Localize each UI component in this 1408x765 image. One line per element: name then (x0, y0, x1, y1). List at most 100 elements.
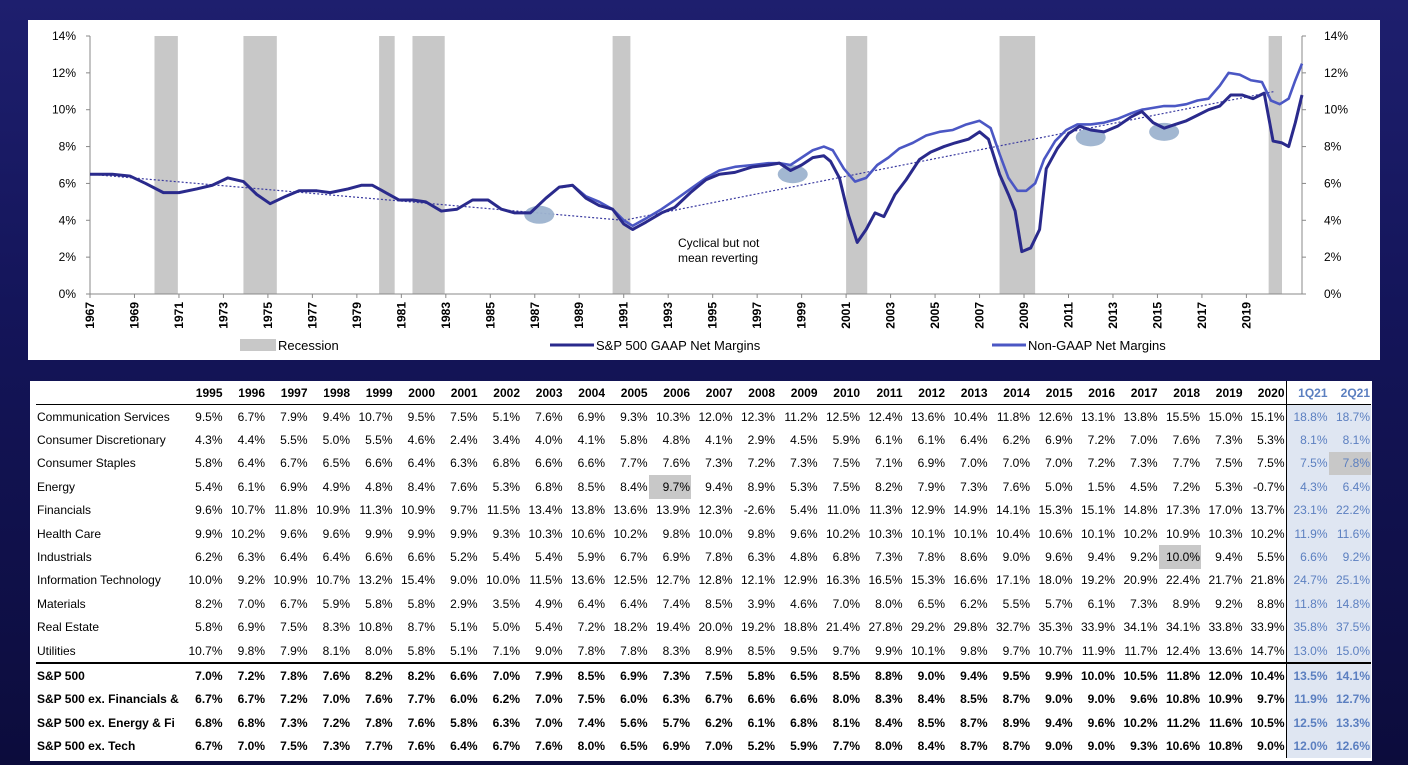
margin-cell: 5.6% (620, 715, 648, 730)
margin-cell: 13.4% (528, 503, 563, 518)
margin-cell: 11.7% (1124, 643, 1158, 658)
x-tick-label: 1999 (795, 302, 809, 329)
y-tick-label-left: 4% (59, 213, 77, 227)
margin-cell: 12.7% (1328, 687, 1371, 712)
margin-cell: 7.6% (535, 739, 563, 754)
margin-cell: 7.3% (790, 456, 818, 471)
margin-cell: 5.9% (790, 739, 818, 754)
margin-cell: 6.1% (1087, 596, 1115, 611)
margin-cell: -2.6% (743, 503, 775, 518)
margin-cell: 9.6% (322, 526, 350, 541)
margin-cell: 4.6% (407, 433, 435, 448)
margin-cell: 6.6% (436, 662, 479, 688)
margin-cell: 6.9% (280, 479, 308, 494)
margin-cell: 12.6% (1328, 734, 1371, 758)
x-tick-label: 2003 (884, 302, 898, 329)
column-header: 2003 (521, 381, 564, 405)
sector-margins-table: 1995 1996 1997 1998 1999 2000 2001 2002 2003 2004… (36, 381, 1371, 758)
margin-cell: 7.0% (832, 596, 860, 611)
margin-cell: 12.5% (825, 409, 860, 424)
margin-cell: 10.3% (528, 526, 563, 541)
row-label: Communication Services (37, 409, 170, 424)
margin-cell: 8.3% (662, 643, 690, 658)
legend-recession-swatch (240, 339, 276, 351)
margin-cell: 17.1% (995, 573, 1030, 588)
index-row: S&P 500 ex. Tech 6.7% 7.0% 7.5% 7.3% 7.7% 7.6%… (36, 734, 1371, 758)
margin-cell: 6.3% (747, 550, 775, 565)
margin-cell: 13.2% (358, 573, 393, 588)
margin-cell: 8.7% (1002, 739, 1030, 754)
margin-cell: 15.4% (400, 573, 435, 588)
margin-cell: 9.2% (1215, 596, 1243, 611)
margin-cell: 4.8% (662, 433, 690, 448)
legend-recession-label: Recession (278, 338, 339, 353)
margin-cell: 9.9% (407, 526, 435, 541)
margin-cell: 5.2% (450, 550, 478, 565)
x-tick-label: 1989 (572, 302, 586, 329)
margin-cell: 6.7% (195, 739, 223, 754)
margin-cell: 4.1% (705, 433, 733, 448)
margin-cell: 6.4% (620, 596, 648, 611)
margin-cell: 35.8% (1285, 615, 1329, 639)
margin-cell: 10.3% (868, 526, 903, 541)
margin-cell: 11.8% (1285, 592, 1329, 616)
margin-cell: 5.0% (492, 620, 520, 635)
margin-cell: 10.2% (1123, 526, 1158, 541)
margin-cell: 10.9% (315, 503, 350, 518)
margin-cell: 12.8% (698, 573, 733, 588)
margin-cell: 11.5% (529, 573, 563, 588)
column-header: 2017 (1116, 381, 1159, 405)
sector-row: Communication Services 9.5% 6.7% 7.9% 9.4% 10… (36, 404, 1371, 429)
margin-cell: 10.2% (230, 526, 265, 541)
margin-cell: 6.1% (917, 433, 945, 448)
margin-cell: 10.7% (315, 573, 350, 588)
margin-cell: 5.0% (1045, 479, 1073, 494)
margin-cell: 5.9% (832, 433, 860, 448)
margin-cell: 7.0% (705, 739, 733, 754)
margin-cell: 14.1% (995, 503, 1030, 518)
margin-cell: 7.6% (407, 715, 435, 730)
x-tick-label: 2007 (973, 302, 987, 329)
margin-cell: 7.2% (1087, 456, 1115, 471)
margin-cell: 35.3% (1038, 620, 1073, 635)
margin-cell: 6.8% (535, 479, 563, 494)
margin-cell: 10.0% (485, 573, 520, 588)
margin-cell: 6.1% (237, 479, 265, 494)
margin-cell: 6.2% (1002, 433, 1030, 448)
margin-cell: 15.5% (1165, 409, 1200, 424)
margin-cell: 7.8% (577, 643, 605, 658)
margin-cell: 8.5% (577, 479, 605, 494)
margin-cell: 12.0% (1201, 662, 1244, 688)
margin-cell: 9.9% (875, 643, 903, 658)
margin-cell: 5.8% (195, 620, 223, 635)
x-tick-label: 1983 (439, 302, 453, 329)
margin-cell: 10.7% (1038, 643, 1073, 658)
margin-cell: 7.2% (322, 715, 350, 730)
margin-cell: 17.3% (1165, 503, 1200, 518)
x-tick-label: 1969 (127, 302, 141, 329)
column-header: 2009 (776, 381, 819, 405)
margin-cell: 10.1% (953, 526, 988, 541)
margin-cell: 6.4% (450, 739, 478, 754)
margin-cell: 5.8% (450, 715, 478, 730)
row-label: Materials (37, 596, 86, 611)
margin-cell: 7.2% (1172, 479, 1200, 494)
margin-cell: 18.2% (613, 620, 648, 635)
margin-cell: 9.6% (280, 526, 308, 541)
recession-band-2 (379, 36, 395, 294)
margin-cell: 7.5% (691, 662, 734, 688)
margin-cell: 13.9% (655, 503, 690, 518)
margin-cell: 8.8% (861, 662, 904, 688)
margin-cell: 7.0% (1045, 456, 1073, 471)
x-tick-label: 2019 (1239, 302, 1253, 329)
row-label: S&P 500 ex. Tech (37, 739, 136, 754)
margin-cell: 29.8% (953, 620, 988, 635)
margin-cell: 5.3% (790, 479, 818, 494)
margin-cell: 6.1% (747, 715, 775, 730)
margin-cell: 8.1% (832, 715, 860, 730)
recession-band-7 (1268, 36, 1282, 294)
margin-cell: 12.0% (1285, 734, 1329, 758)
margin-cell: 27.8% (868, 620, 903, 635)
margin-cell: 7.3% (1130, 596, 1158, 611)
y-tick-label-right: 4% (1324, 213, 1342, 227)
